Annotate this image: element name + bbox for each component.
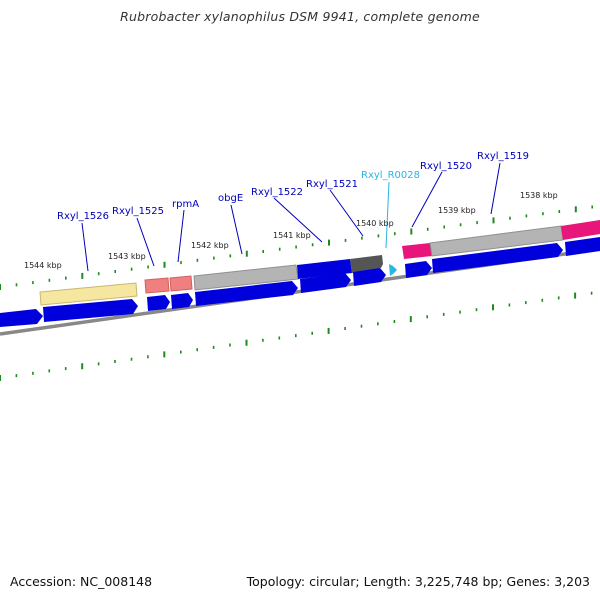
cds-rxyl-1519[interactable]	[432, 243, 563, 273]
kbp-labels: 1544 kbp 1543 kbp 1542 kbp 1541 kbp 1540…	[24, 191, 558, 270]
gene-rxyl-1520[interactable]	[402, 243, 432, 259]
cds-left-edge[interactable]	[0, 309, 43, 327]
kbp-label-1542: 1542 kbp	[191, 241, 229, 250]
cds-rxyl-1526[interactable]	[43, 299, 138, 322]
cds-track	[0, 237, 600, 327]
cds-rxyl-1525[interactable]	[147, 295, 170, 311]
gene-labels: Rxyl_1526 Rxyl_1525 rpmA obgE Rxyl_1522 …	[57, 151, 529, 222]
leader-rxyl-1519	[490, 162, 501, 215]
leader-rxyl-1526	[81, 222, 89, 272]
kbp-label-1539: 1539 kbp	[438, 206, 476, 215]
leader-rxyl-1521	[329, 189, 364, 237]
label-rxyl-1525[interactable]: Rxyl_1525	[112, 206, 164, 217]
leader-rxyl-1522	[273, 197, 323, 243]
outer-tick-track	[0, 205, 594, 290]
inner-tick-track	[0, 291, 593, 381]
gene-rxyl-1521[interactable]	[350, 255, 383, 273]
label-leaders	[81, 162, 501, 272]
kbp-label-1540: 1540 kbp	[356, 219, 394, 228]
cds-obge[interactable]	[195, 281, 298, 306]
leader-rxyl-1520	[411, 171, 443, 228]
cds-rxyl-1522[interactable]	[300, 273, 351, 293]
leader-rxyl-1525	[136, 217, 155, 267]
kbp-label-1538: 1538 kbp	[520, 191, 558, 200]
leader-obge	[230, 204, 243, 255]
cds-rxyl-1520[interactable]	[405, 261, 432, 278]
label-rxyl-1526[interactable]: Rxyl_1526	[57, 211, 109, 222]
genome-summary: Topology: circular; Length: 3,225,748 bp…	[246, 574, 590, 589]
gene-next[interactable]	[561, 220, 600, 240]
kbp-label-1541: 1541 kbp	[273, 231, 311, 240]
label-rxyl-1522[interactable]: Rxyl_1522	[251, 187, 303, 198]
gene-rpma[interactable]	[169, 275, 193, 292]
cds-rxyl-1521[interactable]	[353, 268, 386, 286]
label-rxyl-1520[interactable]: Rxyl_1520	[420, 161, 472, 172]
label-rxyl-1519[interactable]: Rxyl_1519	[477, 151, 529, 162]
kbp-label-1544: 1544 kbp	[24, 261, 62, 270]
leader-rxyl-r0028	[385, 181, 390, 249]
cds-next[interactable]	[565, 237, 600, 256]
gene-rxyl-1525[interactable]	[144, 277, 170, 294]
leader-rpma	[177, 209, 185, 263]
cds-rpma[interactable]	[171, 293, 193, 309]
gene-track	[39, 220, 600, 306]
kbp-label-1543: 1543 kbp	[108, 252, 146, 261]
accession-label: Accession: NC_008148	[10, 574, 153, 589]
label-rxyl-1521[interactable]: Rxyl_1521	[306, 179, 358, 190]
label-obge[interactable]: obgE	[218, 193, 243, 204]
label-rpma[interactable]: rpmA	[172, 199, 199, 210]
map-title: Rubrobacter xylanophilus DSM 9941, compl…	[120, 9, 480, 24]
gene-rxyl-1526[interactable]	[39, 282, 138, 306]
gene-rxyl-r0028[interactable]	[389, 264, 397, 276]
label-rxyl-r0028[interactable]: Rxyl_R0028	[361, 170, 420, 181]
